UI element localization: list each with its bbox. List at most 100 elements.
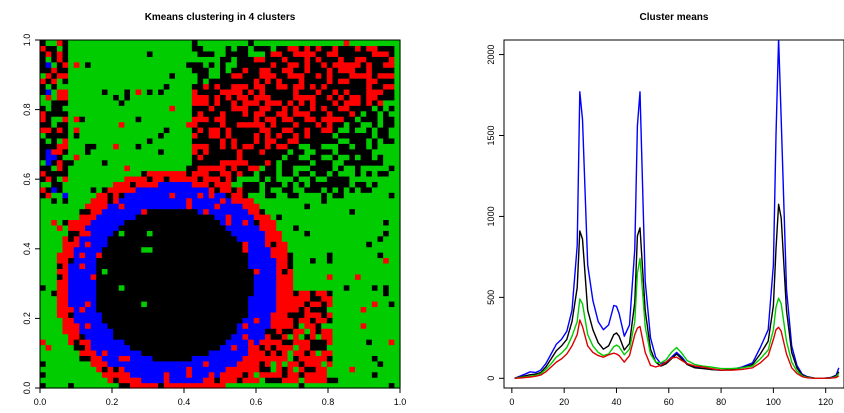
heatmap-cell xyxy=(242,371,249,378)
heatmap-cell xyxy=(248,257,255,264)
heatmap-cell xyxy=(360,290,367,297)
heatmap-cell xyxy=(180,377,187,384)
heatmap-cell xyxy=(349,339,356,346)
heatmap-cell xyxy=(388,121,395,128)
heatmap-cell xyxy=(118,121,125,128)
heatmap-cell xyxy=(113,116,120,123)
heatmap-cell xyxy=(298,110,305,117)
heatmap-cell xyxy=(265,262,272,269)
heatmap-cell xyxy=(40,181,47,188)
heatmap-cell xyxy=(40,306,47,313)
heatmap-cell xyxy=(253,159,260,166)
heatmap-cell xyxy=(130,132,137,139)
heatmap-cell xyxy=(253,355,260,362)
heatmap-cell xyxy=(45,137,52,144)
heatmap-cell xyxy=(265,99,272,106)
heatmap-cell xyxy=(270,186,277,193)
heatmap-cell xyxy=(355,230,362,237)
heatmap-cell xyxy=(242,366,249,373)
heatmap-cell xyxy=(304,143,311,150)
heatmap-cell xyxy=(56,88,64,95)
heatmap-cell xyxy=(383,349,390,356)
heatmap-cell xyxy=(253,328,260,335)
heatmap-cell xyxy=(377,192,384,199)
heatmap-cell xyxy=(388,61,395,68)
heatmap-cell xyxy=(360,322,367,329)
heatmap-cell xyxy=(236,328,244,335)
heatmap-cell xyxy=(124,203,131,210)
heatmap-cell xyxy=(394,235,401,242)
heatmap-cell xyxy=(124,40,131,47)
heatmap-cell xyxy=(394,78,401,85)
heatmap-cell xyxy=(163,99,170,106)
heatmap-cell xyxy=(265,143,272,150)
heatmap-cell xyxy=(377,170,384,177)
heatmap-cell xyxy=(377,56,384,63)
heatmap-cell xyxy=(225,181,232,188)
heatmap-cell xyxy=(293,88,300,95)
heatmap-cell xyxy=(152,143,159,150)
heatmap-cell xyxy=(270,137,277,144)
heatmap-cell xyxy=(208,170,215,177)
heatmap-cell xyxy=(281,257,289,264)
heatmap-cell xyxy=(298,349,305,356)
heatmap-cell xyxy=(118,175,125,182)
heatmap-cell xyxy=(175,268,182,275)
heatmap-cell xyxy=(79,116,86,123)
heatmap-cell xyxy=(310,230,317,237)
heatmap-cell xyxy=(158,301,165,308)
heatmap-cell xyxy=(208,290,215,297)
heatmap-cell xyxy=(118,78,125,85)
heatmap-cell xyxy=(276,290,283,297)
heatmap-cell xyxy=(371,311,379,318)
heatmap-cell xyxy=(220,339,227,346)
heatmap-cell xyxy=(253,382,260,389)
heatmap-cell xyxy=(90,148,97,155)
heatmap-cell xyxy=(377,116,384,123)
heatmap-cell xyxy=(180,230,187,237)
heatmap-cell xyxy=(236,83,244,90)
heatmap-cell xyxy=(107,339,114,346)
heatmap-cell xyxy=(343,137,350,144)
heatmap-cell xyxy=(276,127,283,134)
heatmap-cell xyxy=(270,132,277,139)
heatmap-cell xyxy=(281,56,289,63)
series-line xyxy=(514,319,840,379)
heatmap-cell xyxy=(135,301,142,308)
heatmap-cell xyxy=(360,214,367,221)
heatmap-cell xyxy=(231,192,238,199)
heatmap-cell xyxy=(169,333,176,340)
heatmap-cell xyxy=(130,360,137,367)
heatmap-cell xyxy=(321,284,328,291)
heatmap-cell xyxy=(293,219,300,226)
heatmap-cell xyxy=(169,88,176,95)
heatmap-cell xyxy=(360,127,367,134)
heatmap-cell xyxy=(197,192,204,199)
heatmap-cell xyxy=(197,181,204,188)
heatmap-cell xyxy=(130,257,137,264)
heatmap-cell xyxy=(197,268,204,275)
heatmap-cell xyxy=(332,165,339,172)
heatmap-cell xyxy=(56,192,64,199)
heatmap-cell xyxy=(135,355,142,362)
heatmap-cell xyxy=(208,208,215,215)
heatmap-cell xyxy=(85,333,92,340)
heatmap-cell xyxy=(321,252,328,259)
heatmap-cell xyxy=(388,105,395,112)
heatmap-cell xyxy=(338,78,345,85)
heatmap-cell xyxy=(394,268,401,275)
heatmap-cell xyxy=(349,61,356,68)
heatmap-cell xyxy=(338,301,345,308)
heatmap-cell xyxy=(371,219,379,226)
heatmap-cell xyxy=(366,116,373,123)
heatmap-cell xyxy=(338,219,345,226)
heatmap-cell xyxy=(40,235,47,242)
heatmap-cell xyxy=(321,344,328,351)
heatmap-cell xyxy=(118,224,125,231)
heatmap-cell xyxy=(62,127,69,134)
heatmap-cell xyxy=(304,371,311,378)
heatmap-cell xyxy=(169,295,176,302)
heatmap-cell xyxy=(265,235,272,242)
heatmap-cell xyxy=(124,159,131,166)
heatmap-cell xyxy=(85,208,92,215)
